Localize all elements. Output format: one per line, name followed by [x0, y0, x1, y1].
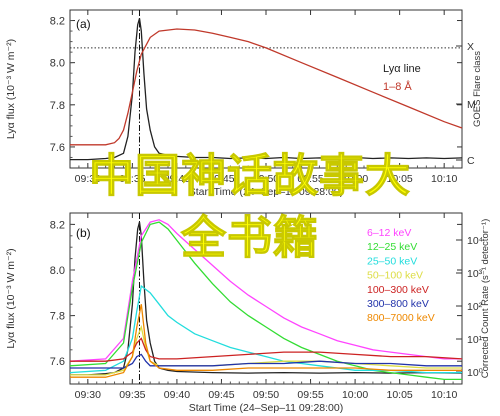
- y-axis-label: Lyα flux (10⁻³ W m⁻²): [5, 39, 17, 139]
- x-tick-label: 09:40: [164, 389, 190, 401]
- legend-entry: 300–800 keV: [367, 298, 429, 310]
- series-line-100-300-kev: [70, 337, 463, 362]
- y-tick-label: 7.8: [50, 311, 65, 323]
- series-line-1-8-: [70, 28, 463, 146]
- right-tick-label: 10⁰: [467, 367, 484, 379]
- series-line-ly-line: [70, 18, 463, 161]
- right-axis-label: Corrected Count Rate (s⁻¹ detector⁻¹): [480, 219, 491, 378]
- x-tick-label: 09:30: [75, 173, 101, 185]
- series-line-25-50-kev: [69, 284, 462, 374]
- overlay-title-line-1: 中国神话故事大: [88, 149, 411, 202]
- x-tick-label: 10:05: [386, 173, 412, 185]
- panel-label: (a): [76, 17, 91, 31]
- series-line-6-12-kev: [69, 219, 462, 362]
- series-line-800-7000-kev: [70, 304, 462, 378]
- x-tick-label: 09:55: [297, 173, 323, 185]
- y-tick-label: 7.8: [50, 100, 65, 112]
- y-axis-label: Lyα flux (10⁻³ W m⁻²): [5, 248, 17, 348]
- y-tick-label: 7.6: [50, 142, 65, 154]
- chart-panel-2: 7.6 7.8 8.0 8.2 09:30 09:35 09:40 09:45 09:50 09:…: [5, 212, 491, 414]
- x-tick-label: 10:00: [342, 173, 368, 185]
- x-tick-label: 10:00: [342, 389, 368, 401]
- right-tick-label: X: [467, 41, 474, 53]
- legend-entry: 50–100 keV: [367, 270, 423, 282]
- series-line-300-800-kev: [70, 353, 462, 369]
- x-tick-label: 10:10: [431, 389, 457, 401]
- x-tick-label: 09:45: [208, 173, 234, 185]
- series-line-ly-flux: [70, 221, 463, 376]
- legend-entry: 25–50 keV: [367, 255, 417, 267]
- legend-entry: 800–7000 keV: [367, 312, 435, 324]
- x-tick-label: 09:50: [253, 173, 279, 185]
- x-tick-label: 09:55: [297, 389, 323, 401]
- x-tick-label: 10:10: [431, 173, 457, 185]
- legend-entry: 1–8 Å: [383, 80, 412, 93]
- x-tick-label: 09:30: [75, 389, 101, 401]
- right-tick-label: C: [467, 155, 475, 167]
- x-axis-label: Start Time (24–Sep–11 09:28:00): [189, 186, 344, 198]
- legend-entry: Lyα line: [383, 63, 421, 75]
- series-line-12-25-kev: [69, 221, 462, 381]
- right-tick-label: 10⁴: [467, 235, 483, 247]
- x-axis-label: Start Time (24–Sep–11 09:28:00): [189, 402, 344, 414]
- x-tick-label: 09:45: [208, 389, 234, 401]
- y-tick-label: 8.0: [50, 265, 65, 277]
- legend-entry: 12–25 keV: [367, 241, 417, 253]
- x-tick-label: 10:05: [386, 389, 412, 401]
- legend-entry: 6–12 keV: [367, 227, 411, 239]
- x-tick-label: 09:40: [164, 173, 190, 185]
- y-tick-label: 8.0: [50, 58, 65, 70]
- overlay-title-line-2: 全书籍: [180, 211, 319, 264]
- right-tick-label: 10¹: [467, 334, 483, 346]
- x-tick-label: 09:35: [119, 389, 145, 401]
- x-tick-label: 09:35: [119, 173, 145, 185]
- y-tick-label: 7.6: [50, 356, 65, 368]
- y-tick-label: 8.2: [50, 219, 65, 231]
- chart-panel-1: 7.6 7.8 8.0 8.2 09:30 09:35 09:40 09:45 09:50 09:…: [5, 9, 483, 198]
- right-tick-label: 10²: [467, 301, 483, 313]
- legend-entry: 100–300 keV: [367, 284, 429, 296]
- y-tick-label: 8.2: [50, 16, 65, 28]
- x-tick-label: 09:50: [253, 389, 279, 401]
- right-axis-label: GOES Flare class: [472, 51, 483, 127]
- panel-label: (b): [76, 226, 91, 240]
- right-tick-label: 10³: [467, 268, 483, 280]
- right-tick-label: M: [467, 99, 476, 111]
